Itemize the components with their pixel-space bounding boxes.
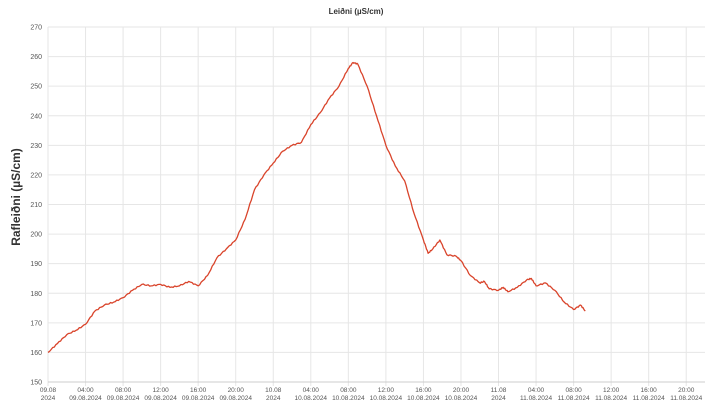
x-tick-label: 08:00 [565,387,582,394]
y-tick-label: 250 [30,84,42,91]
x-tick-label: 20:00 [228,387,245,394]
gridlines [47,26,705,386]
x-tick-label: 20:00 [678,387,695,394]
x-tick-label: 08:00 [340,387,357,394]
x-tick-label: 12:00 [152,387,169,394]
x-tick-sublabel: 09.08.2024 [107,395,140,402]
x-tick-sublabel: 2024 [266,395,281,402]
x-tick-label: 16:00 [415,387,432,394]
x-tick-sublabel: 11.08.2024 [520,395,552,402]
x-tick-sublabel: 11.08.2024 [595,395,627,402]
y-axis-ticks: 150 160 170 180 190 200 210 220 230 240 250 260 270 [30,25,42,387]
x-tick-sublabel: 2024 [491,395,506,402]
y-axis-label: Rafleiðni (µS/cm) [9,148,23,246]
x-tick-sublabel: 10.08.2024 [407,395,440,402]
x-axis-ticks: 09.08202404:0009.08.202408:0009.08.20241… [40,387,703,402]
x-tick-sublabel: 09.08.2024 [219,395,252,402]
y-tick-label: 270 [30,25,42,32]
y-tick-label: 220 [30,172,42,179]
chart-title: Leiðni (µS/cm) [329,7,384,16]
x-tick-sublabel: 11.08.2024 [633,395,665,402]
x-tick-sublabel: 11.08.2024 [670,395,702,402]
y-tick-label: 150 [30,380,42,387]
y-tick-label: 190 [30,261,42,268]
x-tick-sublabel: 09.08.2024 [144,395,177,402]
x-tick-label: 16:00 [641,387,658,394]
y-tick-label: 260 [30,54,42,61]
x-tick-label: 10.08 [265,387,282,394]
x-tick-sublabel: 10.08.2024 [332,395,365,402]
y-tick-label: 230 [30,143,42,150]
x-tick-label: 11.08 [491,387,507,394]
x-tick-label: 09.08 [40,387,57,394]
x-tick-label: 04:00 [528,387,545,394]
x-tick-sublabel: 11.08.2024 [558,395,590,402]
x-tick-sublabel: 10.08.2024 [295,395,328,402]
y-tick-label: 160 [30,350,42,357]
conductivity-series-line [47,61,586,353]
x-tick-sublabel: 10.08.2024 [370,395,403,402]
x-tick-sublabel: 2024 [41,395,56,402]
y-tick-label: 210 [30,202,42,209]
x-tick-label: 04:00 [303,387,320,394]
x-tick-label: 08:00 [115,387,132,394]
x-tick-sublabel: 09.08.2024 [182,395,215,402]
x-tick-sublabel: 10.08.2024 [445,395,478,402]
x-tick-label: 12:00 [603,387,620,394]
x-tick-sublabel: 09.08.2024 [69,395,102,402]
x-tick-label: 20:00 [453,387,470,394]
x-tick-label: 04:00 [77,387,94,394]
y-tick-label: 180 [30,291,42,298]
y-tick-label: 200 [30,232,42,239]
x-tick-label: 16:00 [190,387,207,394]
y-tick-label: 240 [30,113,42,120]
x-tick-label: 12:00 [378,387,395,394]
y-tick-label: 170 [30,320,42,327]
